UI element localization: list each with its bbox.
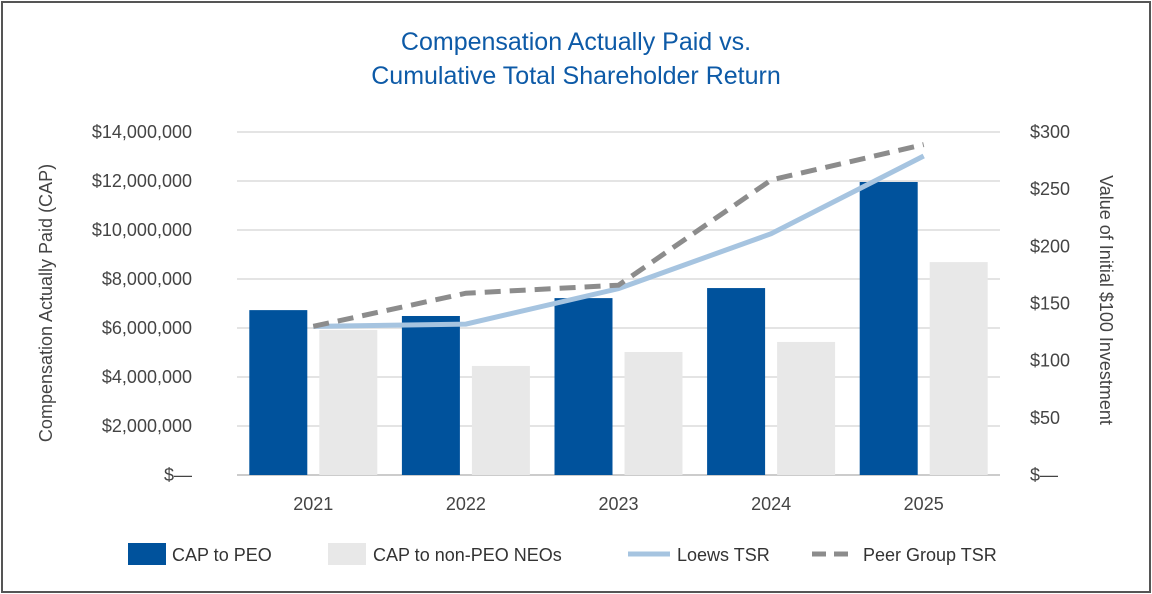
y-tick-label: $10,000,000	[92, 220, 192, 240]
bar-cap-non-peo	[777, 341, 836, 475]
x-tick-label: 2025	[904, 494, 944, 514]
legend-cap-peo-label: CAP to PEO	[172, 545, 272, 565]
y2-tick-label: $50	[1030, 408, 1060, 428]
bar-cap-non-peo	[319, 329, 378, 475]
chart-title-line-1: Compensation Actually Paid vs.	[401, 28, 751, 56]
y2-tick-label: $150	[1030, 294, 1070, 314]
y2-axis-label: Value of Initial $100 Investment	[1096, 175, 1116, 425]
y-tick-label: $8,000,000	[102, 269, 192, 289]
bar-cap-non-peo	[471, 365, 530, 475]
y-tick-label: $—	[164, 465, 192, 485]
x-tick-label: 2023	[598, 494, 638, 514]
legend-cap-peo-swatch	[128, 543, 166, 565]
x-tick-label: 2024	[751, 494, 791, 514]
bar-cap-peo	[249, 310, 308, 475]
y2-tick-label: $200	[1030, 236, 1070, 256]
x-tick-label: 2022	[446, 494, 486, 514]
y2-tick-label: $250	[1030, 179, 1070, 199]
legend-cap-non-peo-label: CAP to non-PEO NEOs	[373, 545, 562, 565]
y-tick-label: $4,000,000	[102, 367, 192, 387]
line-peer-group-tsr	[312, 142, 925, 329]
legend-cap-non-peo-swatch	[328, 543, 366, 565]
y2-tick-label: $100	[1030, 351, 1070, 371]
y2-tick-label: $300	[1030, 122, 1070, 142]
chart-title-line-2: Cumulative Total Shareholder Return	[371, 62, 781, 90]
bar-cap-peo	[554, 298, 613, 475]
bar-cap-non-peo	[929, 262, 988, 475]
bar-cap-peo	[859, 181, 918, 476]
x-tick-label: 2021	[293, 494, 333, 514]
bar-cap-peo	[401, 315, 460, 475]
y2-tick-label: $—	[1030, 465, 1058, 485]
bar-cap-non-peo	[624, 352, 683, 475]
y-axis-label: Compensation Actually Paid (CAP)	[36, 164, 56, 442]
bar-cap-peo	[707, 288, 766, 475]
legend-peer-group-tsr-label: Peer Group TSR	[863, 545, 997, 565]
legend-loews-tsr-label: Loews TSR	[677, 545, 770, 565]
y-tick-label: $2,000,000	[102, 416, 192, 436]
y-tick-label: $6,000,000	[102, 318, 192, 338]
y-tick-label: $12,000,000	[92, 171, 192, 191]
y-tick-label: $14,000,000	[92, 122, 192, 142]
